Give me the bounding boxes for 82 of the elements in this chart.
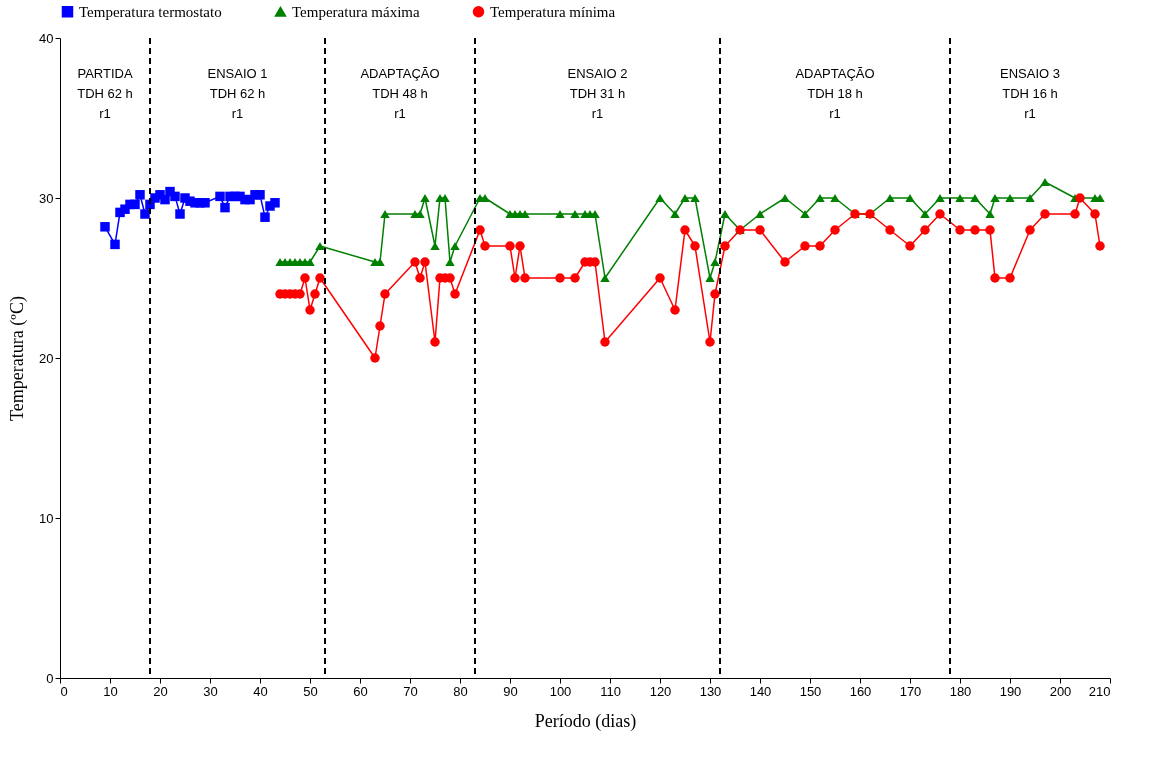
- x-tick-label: 160: [849, 683, 872, 699]
- point: [955, 193, 965, 203]
- legend-label: Temperatura mínima: [490, 3, 616, 20]
- point: [905, 193, 915, 203]
- point: [670, 209, 680, 219]
- x-tick-label: 140: [749, 683, 772, 699]
- x-tick-label: 30: [203, 683, 218, 699]
- point: [935, 193, 945, 203]
- point: [985, 209, 995, 219]
- annotation: ENSAIO 1 TDH 62 h r1: [207, 66, 268, 121]
- point: [970, 193, 980, 203]
- annotation: ADAPTAÇÃO TDH 18 h r1: [795, 66, 875, 121]
- point: [420, 193, 430, 203]
- legend-label: Temperatura termostato: [79, 3, 222, 20]
- point: [800, 209, 810, 219]
- point: [600, 273, 610, 283]
- x-tick-label: 70: [403, 683, 418, 699]
- point: [100, 222, 110, 232]
- y-axis-title: Temperatura (ºC): [7, 296, 29, 421]
- x-axis-title: Período (dias): [534, 710, 637, 732]
- point: [315, 241, 325, 251]
- annotation: PARTIDA TDH 62 h r1: [77, 66, 133, 121]
- point: [710, 257, 720, 267]
- x-tick-label: 110: [600, 683, 621, 699]
- point: [990, 193, 1000, 203]
- point: [170, 191, 180, 202]
- y-tick-label: 30: [39, 190, 54, 206]
- point: [110, 239, 120, 250]
- x-tick-label: 190: [999, 683, 1022, 699]
- x-tick-label: 170: [899, 683, 922, 699]
- x-tick-label: 100: [549, 683, 572, 699]
- point: [160, 194, 170, 205]
- annotation: ENSAIO 2 TDH 31 h r1: [567, 66, 628, 121]
- x-tick-label: 60: [353, 683, 368, 699]
- point: [260, 212, 270, 222]
- y-tick-label: 10: [39, 510, 54, 526]
- point: [830, 193, 840, 203]
- x-tick-label: 210: [1088, 683, 1111, 699]
- x-tick-label: 80: [453, 683, 468, 699]
- point: [1040, 177, 1050, 187]
- y-tick-label: 20: [39, 350, 54, 366]
- point: [255, 190, 265, 200]
- point: [270, 198, 280, 208]
- annotation: ADAPTAÇÃO TDH 48 h r1: [360, 66, 440, 121]
- x-tick-label: 40: [253, 683, 268, 699]
- y-tick-label: 40: [39, 30, 54, 46]
- point: [705, 273, 715, 283]
- x-tick-label: 50: [303, 683, 318, 699]
- point: [920, 209, 930, 219]
- point: [380, 209, 390, 219]
- x-tick-label: 180: [949, 683, 972, 699]
- point: [130, 199, 140, 210]
- point: [450, 241, 460, 251]
- x-tick-label: 130: [699, 683, 722, 699]
- point: [780, 193, 790, 203]
- point: [680, 193, 690, 203]
- point: [220, 202, 230, 213]
- point: [720, 209, 730, 219]
- x-tick-label: 120: [649, 683, 672, 699]
- point: [755, 209, 765, 219]
- point: [175, 209, 185, 219]
- point: [815, 193, 825, 203]
- y-tick-label: 0: [46, 670, 54, 686]
- x-tick-label: 20: [153, 683, 168, 699]
- point: [885, 193, 895, 203]
- point: [555, 209, 565, 219]
- x-tick-label: 200: [1049, 683, 1072, 699]
- point: [1025, 193, 1035, 203]
- x-tick-label: 150: [799, 683, 822, 699]
- annotation: ENSAIO 3 TDH 16 h r1: [1000, 66, 1060, 121]
- point: [215, 191, 225, 202]
- legend-label: Temperatura máxima: [292, 3, 420, 20]
- x-tick-label: 0: [60, 683, 68, 699]
- point: [655, 193, 665, 203]
- point: [200, 198, 210, 208]
- x-tick-label: 10: [103, 683, 118, 699]
- point: [690, 193, 700, 203]
- x-tick-label: 90: [503, 683, 518, 699]
- point: [140, 209, 150, 219]
- point: [1005, 193, 1015, 203]
- point: [570, 209, 580, 219]
- point: [135, 190, 145, 200]
